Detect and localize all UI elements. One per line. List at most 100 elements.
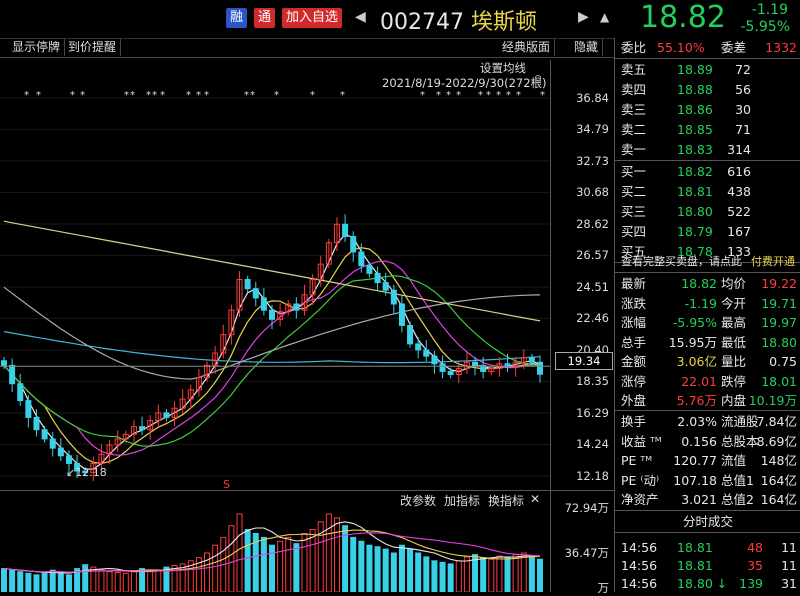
fund-row: 换手 2.03% 流通股 7.84亿 [615,412,800,432]
fund-value: 107.18 [673,472,717,488]
volume-tick-max: 72.94万 [564,501,609,515]
event-marker-icon: * [486,90,491,101]
weicha-label: 委差 [721,40,747,55]
price-tick: 18.35 [576,374,609,389]
event-marker-icon: * [244,90,249,101]
candle-body [407,324,414,345]
candle-body [90,462,97,474]
candle-body [463,361,470,369]
candle-body [25,400,32,418]
volume-bar [163,566,170,592]
candle-body [49,438,56,449]
stat-label: 金额 [621,354,647,369]
event-marker-icon: * [274,90,279,101]
close-indicator-icon[interactable]: ✕ [530,492,541,506]
buy-level-label: 买一 [621,164,647,179]
sell-volume: 314 [727,142,751,157]
candle-body [390,289,397,305]
candle-body [17,383,24,402]
volume-bar [204,552,211,592]
volume-chart[interactable] [0,508,550,592]
event-marker-icon: * [516,90,521,101]
candle-body [342,223,349,238]
stat-value: 22.01 [681,373,717,389]
swap-indicator-button[interactable]: 换指标 [488,494,525,508]
candle-body [147,420,154,431]
kline-chart[interactable]: * * * * * * * * * * * * * * * * * * * * * * * * * * * [0,58,550,490]
candle-body [187,389,194,400]
stat-label: 总手 [621,334,647,350]
candle-body [301,294,308,311]
event-markers: * * * * * * * * * * * * * * * * * * * * * * * * * * * [24,90,545,101]
candle-body [366,265,373,274]
candle-body [163,412,170,418]
bell-icon[interactable]: ▲ [600,10,610,24]
event-marker-icon: * [24,90,29,101]
fund-label: 总股本 [721,433,759,449]
event-marker-icon: * [446,90,451,101]
buy-row: 买五 18.78 133 [615,242,800,262]
candle-body [520,357,527,363]
promo-link[interactable]: 付费开通 [751,255,795,268]
margin-tag[interactable]: 融 [226,8,248,28]
volume-bar [390,552,397,592]
event-marker-icon: * [196,90,201,101]
stat-label: 跌停 [721,373,747,389]
candle-body [220,334,227,354]
volume-bar [342,525,349,592]
price-change-pct: -5.95% [740,19,790,35]
event-marker-icon: * [250,90,255,101]
candle-body [325,242,332,265]
connect-tag[interactable]: 通 [254,8,276,28]
ma5-line [3,233,541,470]
top-bar [0,0,800,39]
stat-row: 总手 15.95万 最低 18.80 [615,333,800,353]
divider [615,160,800,161]
quote-panel: 委比 55.10% 委差 1332 卖五 18.89 72 卖四 18.88 56 卖三 18… [614,38,800,592]
tick-row: 14:56 18.81 48 11 [615,538,800,558]
sell-row: 卖四 18.88 56 [615,80,800,100]
weibi-label: 委比 [621,40,647,55]
candle-body [537,361,543,375]
promo-row[interactable]: 查看完整买卖盘，请点此 付费开通 [615,252,800,272]
event-marker-icon: * [540,90,545,101]
event-marker-icon: * [36,90,41,101]
pin-icon[interactable]: ⚲ [534,73,543,86]
add-watchlist-button[interactable]: 加入自选 [282,8,343,28]
prev-stock-icon[interactable]: ◀ [355,9,366,25]
edit-params-button[interactable]: 改参数 [400,494,437,508]
price-change: -1.19 [751,2,788,18]
volume-bar [488,558,495,592]
volume-header [0,490,614,509]
volume-bar [98,569,105,592]
price-alert-button[interactable]: 到价提醒 [64,38,122,56]
candle-body [122,433,129,440]
price-tick: 32.73 [576,154,609,168]
event-marker-icon: * [146,90,151,101]
next-stock-icon[interactable]: ▶ [578,9,589,25]
volume-bar [17,571,24,592]
add-indicator-button[interactable]: 加指标 [444,494,481,508]
set-ma-button[interactable]: 设置均线 [480,61,526,75]
fund-label: 流通股 [721,414,759,429]
stat-label: 外盘 [621,393,647,408]
event-marker-icon: * [496,90,501,101]
stat-label: 均价 [721,276,747,291]
tick-time: 14:56 [621,540,658,555]
stat-label: 量比 [721,354,747,369]
stat-value: 15.95万 [668,334,717,350]
volume-bar [277,540,284,592]
volume-bar [333,517,340,592]
fund-value: 120.77 [673,453,717,468]
volume-bar [65,574,72,592]
classic-layout-button[interactable]: 经典版面 [498,38,556,56]
price-tick: 16.29 [576,406,609,420]
candle-body [9,364,16,385]
volume-bar [309,529,316,592]
hide-button[interactable]: 隐藏 [570,38,604,56]
stat-value: 0.75 [769,354,797,369]
candle-body [171,407,178,418]
volume-bar [374,546,381,592]
ticks-title-text: 分时成交 [682,514,733,529]
show-suspend-button[interactable]: 显示停牌 [8,38,66,56]
